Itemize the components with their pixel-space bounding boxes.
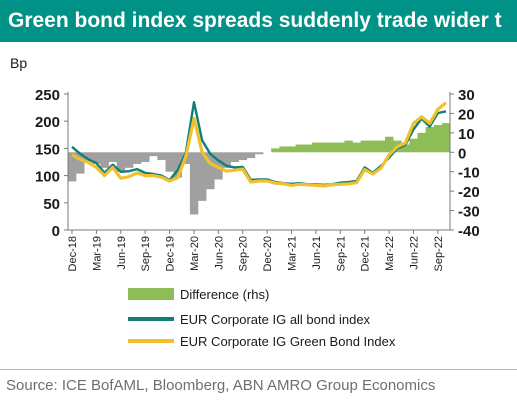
difference-bar (108, 152, 118, 162)
difference-bar (76, 152, 85, 174)
difference-bar (328, 142, 337, 153)
source-divider (0, 369, 517, 370)
right-tick-label: -30 (458, 204, 480, 221)
right-tick-label: -20 (458, 184, 480, 201)
right-tick-label: 20 (458, 106, 475, 123)
x-tick-label: Jun-20 (213, 236, 225, 270)
legend: Difference (rhs) EUR Corporate IG all bo… (128, 287, 396, 349)
difference-bar (352, 142, 361, 153)
difference-bar (433, 125, 443, 153)
difference-bar (360, 140, 370, 153)
x-tick-label: Mar-19 (91, 236, 103, 271)
left-tick-label: 150 (35, 141, 60, 158)
x-tick-label: Jun-22 (408, 236, 420, 270)
right-tick-label: -40 (458, 223, 480, 240)
left-tick-label: 100 (35, 169, 60, 186)
difference-bar (230, 152, 239, 162)
difference-bar (417, 132, 426, 153)
difference-bar (287, 146, 296, 153)
x-tick-label: Sep-21 (335, 236, 347, 271)
x-tick-label: Jun-21 (311, 236, 323, 270)
right-tick-label: -10 (458, 165, 480, 182)
difference-bar (246, 152, 256, 159)
difference-bar (189, 152, 199, 215)
difference-bar (132, 152, 142, 164)
difference-bar (311, 142, 321, 153)
source-note: Source: ICE BofAML, Bloomberg, ABN AMRO … (6, 377, 436, 394)
x-axis: Dec-18 Mar-19 Jun-19 Sep-19 Dec-19 Mar-20 Jun-… (67, 230, 445, 271)
difference-bar (441, 123, 451, 153)
difference-bar (157, 152, 166, 161)
legend-label-green-bond: EUR Corporate IG Green Bond Index (180, 334, 396, 349)
left-axis: 0 50 100 150 200 250 (35, 87, 450, 240)
x-tick-label: Dec-20 (262, 236, 274, 271)
left-tick-label: 0 (52, 223, 60, 240)
difference-bar (368, 140, 378, 153)
x-tick-label: Jun-19 (116, 236, 128, 270)
difference-bar (100, 152, 109, 168)
chart-area: Bp 0 50 100 150 200 250 -40 -30 -20 -10 0 10 20 30 D… (10, 55, 480, 349)
left-tick-label: 200 (35, 114, 60, 131)
difference-bar (271, 148, 280, 153)
x-tick-label: Dec-19 (165, 236, 177, 271)
right-tick-label: 30 (458, 87, 475, 104)
x-tick-label: Sep-20 (238, 236, 250, 271)
x-tick-label: Mar-20 (189, 236, 201, 271)
left-tick-label: 250 (35, 87, 60, 104)
difference-bar (84, 152, 93, 162)
difference-bar (206, 152, 215, 190)
difference-bar (238, 152, 248, 161)
difference-bar (303, 144, 313, 153)
legend-label-difference: Difference (rhs) (180, 287, 269, 302)
difference-bar (141, 152, 150, 162)
plot-area (67, 101, 451, 215)
difference-bar (222, 152, 231, 168)
difference-bar (344, 140, 353, 153)
difference-bar (124, 152, 134, 168)
green-bond-index-line (71, 101, 448, 188)
difference-bar (279, 146, 288, 153)
y-axis-label: Bp (10, 55, 27, 71)
difference-bar (149, 152, 158, 157)
difference-bar (67, 152, 77, 182)
difference-bar (295, 144, 305, 153)
x-tick-label: Mar-22 (384, 236, 396, 271)
legend-swatch-difference (128, 288, 174, 300)
right-tick-label: 10 (458, 126, 475, 143)
difference-bar (165, 152, 174, 172)
chart-title: Green bond index spreads suddenly trade … (0, 0, 517, 42)
x-tick-label: Dec-21 (360, 236, 372, 271)
difference-bar (92, 152, 101, 164)
difference-bar (173, 152, 183, 178)
right-tick-label: 0 (458, 145, 466, 162)
difference-bar (319, 142, 329, 153)
x-tick-label: Dec-18 (67, 236, 79, 271)
x-tick-label: Sep-22 (433, 236, 445, 271)
difference-bar (198, 152, 207, 201)
difference-bar (409, 138, 418, 153)
legend-label-all-bond: EUR Corporate IG all bond index (180, 312, 371, 327)
left-tick-label: 50 (43, 196, 60, 213)
difference-bar (425, 127, 435, 153)
difference-bar (254, 152, 264, 155)
difference-bar (116, 152, 126, 172)
difference-bar (376, 140, 386, 153)
right-axis: -40 -30 -20 -10 0 10 20 30 (449, 87, 480, 240)
difference-bar (401, 144, 410, 153)
difference-bar (385, 136, 394, 153)
difference-bar (336, 142, 345, 153)
x-tick-label: Mar-21 (287, 236, 299, 271)
x-tick-label: Sep-19 (140, 236, 152, 271)
